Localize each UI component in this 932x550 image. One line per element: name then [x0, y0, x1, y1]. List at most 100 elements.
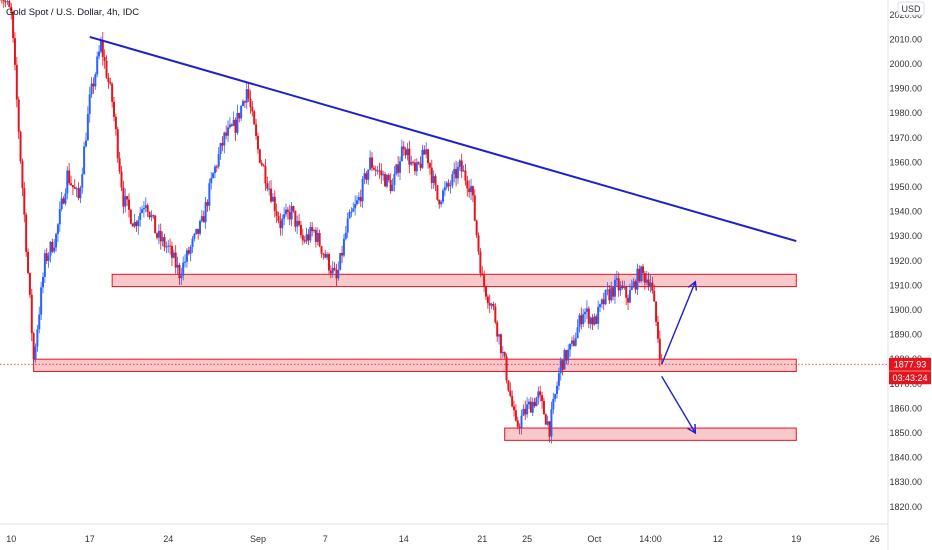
candle-290: [541, 395, 544, 401]
candle-210: [391, 184, 394, 192]
candle-325: [606, 289, 609, 291]
candle-176: [327, 254, 330, 271]
candle-151: [281, 218, 284, 229]
candle-120: [223, 132, 226, 146]
candle-242: [451, 174, 454, 186]
candle-61: [113, 101, 116, 117]
candle-102: [189, 246, 192, 254]
candle-195: [363, 173, 366, 179]
candle-27: [49, 241, 52, 256]
candle-324: [604, 289, 607, 305]
candle-265: [494, 306, 497, 323]
candle-261: [486, 296, 489, 304]
candle-5: [8, 1, 11, 8]
candle-182: [339, 253, 342, 270]
candle-178: [331, 267, 334, 274]
candle-286: [533, 401, 536, 407]
x-tick-label: 19: [791, 534, 801, 544]
candle-88: [163, 237, 166, 247]
candle-253: [471, 186, 474, 196]
candle-24: [43, 253, 46, 277]
candle-235: [438, 199, 441, 205]
candle-331: [617, 278, 620, 291]
candle-310: [578, 315, 581, 328]
price-badge: [889, 357, 931, 371]
y-tick-label: 1860.00: [889, 403, 922, 413]
candle-255: [475, 220, 478, 236]
candle-3: [4, 1, 7, 3]
candle-144: [268, 188, 271, 190]
candle-169: [314, 230, 317, 242]
candle-278: [518, 426, 521, 428]
candle-79: [146, 205, 149, 212]
candle-236: [440, 201, 443, 205]
candle-37: [68, 170, 71, 184]
candle-180: [335, 270, 338, 279]
candle-229: [427, 149, 430, 164]
candle-4: [6, 1, 9, 3]
candle-54: [99, 40, 102, 52]
candle-150: [279, 220, 282, 229]
candle-219: [408, 148, 411, 165]
candle-49: [90, 83, 93, 95]
x-tick-label: 14:00: [639, 534, 662, 544]
candle-160: [298, 220, 301, 225]
candle-21: [38, 314, 41, 330]
candle-7: [12, 11, 15, 39]
currency-button[interactable]: [897, 1, 925, 16]
candle-183: [341, 253, 344, 256]
candle-352: [656, 321, 659, 339]
candle-146: [271, 196, 274, 202]
candle-164: [305, 234, 308, 242]
candle-23: [41, 276, 44, 288]
candle-152: [283, 214, 286, 219]
candle-18: [32, 333, 35, 359]
candle-295: [550, 409, 553, 437]
candle-317: [591, 317, 594, 325]
candles-layer: [0, 0, 663, 444]
candle-329: [613, 279, 616, 297]
candle-350: [653, 290, 656, 302]
candle-73: [135, 222, 138, 227]
candle-39: [71, 185, 74, 188]
y-tick-label: 1990.00: [889, 84, 922, 94]
candle-77: [142, 208, 145, 210]
candle-66: [122, 187, 125, 207]
candle-243: [453, 168, 456, 175]
candle-111: [206, 202, 209, 206]
candle-321: [599, 304, 602, 307]
candle-284: [529, 401, 532, 413]
candle-32: [58, 209, 61, 225]
candle-56: [103, 56, 106, 61]
y-tick-label: 1910.00: [889, 280, 922, 290]
y-tick-label: 2000.00: [889, 59, 922, 69]
candle-83: [154, 215, 157, 234]
candle-74: [137, 220, 140, 227]
candle-155: [288, 212, 291, 220]
candle-78: [144, 205, 147, 209]
candle-11: [19, 131, 22, 162]
candle-252: [470, 186, 473, 193]
candle-270: [503, 351, 506, 357]
candle-214: [399, 161, 402, 173]
candle-116: [215, 166, 218, 168]
candle-322: [600, 299, 603, 305]
candle-51: [94, 74, 97, 87]
candle-147: [273, 196, 276, 212]
candle-119: [221, 143, 224, 146]
candle-68: [126, 196, 129, 200]
y-tick-label: 1970.00: [889, 133, 922, 143]
lower-support-zone: [504, 427, 797, 441]
candle-145: [270, 188, 273, 202]
candle-157: [292, 206, 295, 211]
candle-296: [552, 399, 555, 410]
candle-192: [357, 197, 360, 201]
candle-42: [77, 188, 80, 199]
x-tick-label: 25: [522, 534, 532, 544]
candle-272: [507, 380, 510, 391]
y-tick-label: 1900.00: [889, 305, 922, 315]
time-axis: 10 17 24 Sep 7 14 21 25 Oct 14:00 12 19 26: [6, 534, 880, 544]
candle-90: [167, 245, 170, 247]
candle-309: [576, 327, 579, 339]
